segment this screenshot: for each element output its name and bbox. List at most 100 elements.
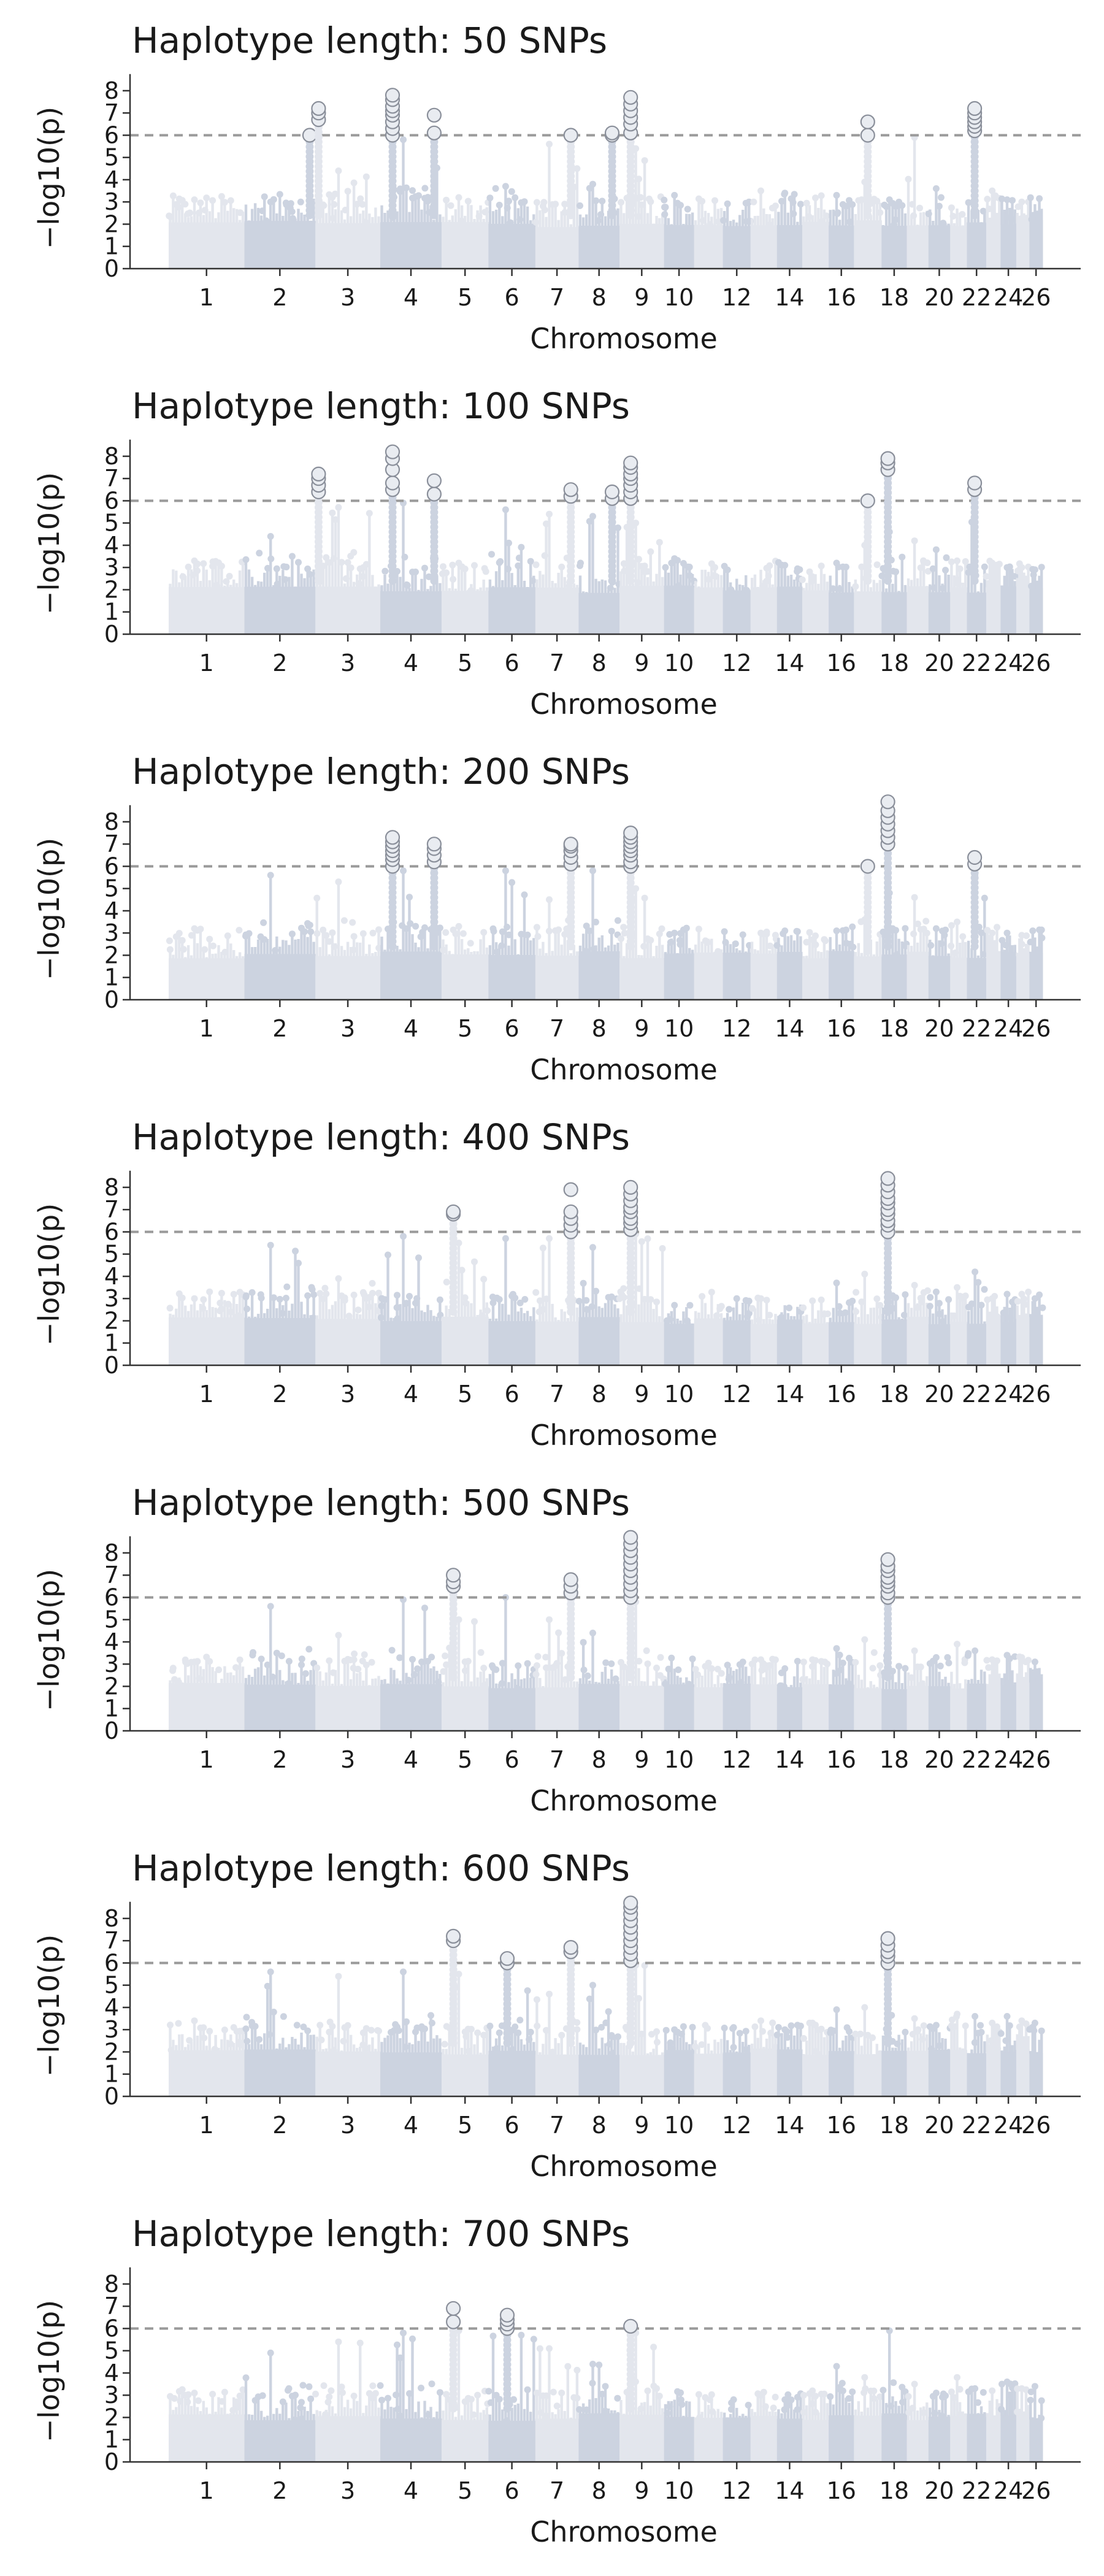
snp-column — [903, 585, 907, 593]
snp-point — [650, 2344, 657, 2351]
snp-point — [580, 1639, 587, 1646]
snp-point — [307, 928, 315, 935]
snp-column — [964, 941, 967, 959]
snp-column — [808, 2023, 811, 2056]
snp-column — [417, 195, 420, 223]
chromosome-band — [907, 225, 929, 269]
snp-column — [193, 1298, 196, 1318]
snp-point — [989, 929, 996, 937]
snp-column — [205, 569, 208, 588]
chromosome-band — [169, 2414, 245, 2462]
significant-snp-point — [426, 107, 442, 123]
snp-column — [523, 2044, 526, 2052]
snp-column — [753, 949, 757, 954]
snp-column — [1029, 197, 1032, 221]
snp-points — [169, 499, 1045, 634]
snp-column — [832, 209, 835, 226]
snp-column — [560, 567, 563, 588]
significant-snp-point — [563, 1572, 578, 1587]
snp-point — [676, 937, 683, 944]
snp-column — [510, 2407, 513, 2421]
snp-column — [976, 2033, 979, 2054]
snp-column — [205, 1657, 208, 1684]
snp-point — [808, 578, 815, 585]
snp-column — [282, 940, 285, 955]
chromosome-band — [881, 1689, 907, 1731]
snp-column — [591, 1247, 594, 1318]
snp-point — [533, 2390, 540, 2397]
snp-column — [408, 2042, 411, 2053]
y-tick-label: 3 — [104, 919, 119, 946]
snp-point — [634, 579, 642, 586]
chromosome-band — [315, 1685, 381, 1731]
snp-point — [350, 933, 358, 940]
snp-point — [233, 2398, 240, 2405]
snp-point — [401, 553, 408, 561]
snp-column — [903, 213, 907, 226]
snp-column — [467, 1301, 470, 1317]
chromosome-band — [315, 586, 381, 634]
chromosome-band — [664, 1684, 695, 1731]
snp-column — [707, 1663, 710, 1688]
x-tick-label: 8 — [592, 1381, 607, 1408]
snp-point — [1038, 926, 1045, 933]
snp-column — [616, 943, 619, 952]
snp-column — [685, 569, 688, 586]
snp-point — [745, 1309, 753, 1317]
snp-column — [256, 2396, 260, 2421]
snp-point — [509, 2046, 516, 2053]
snp-point — [720, 217, 727, 224]
snp-column — [585, 2047, 588, 2056]
snp-column — [498, 2399, 501, 2421]
snp-column — [539, 2052, 542, 2055]
snp-column — [575, 168, 579, 228]
snp-point — [580, 1666, 588, 1674]
snp-column — [217, 1317, 220, 1318]
snp-point — [806, 929, 813, 936]
y-tick-label: 0 — [104, 986, 119, 1013]
snp-point — [443, 2023, 450, 2030]
chromosome-band — [694, 1318, 724, 1365]
snp-column — [278, 2043, 282, 2050]
snp-column — [897, 591, 900, 593]
snp-column — [956, 922, 959, 959]
snp-column — [735, 948, 738, 954]
snp-column — [676, 2391, 679, 2418]
snp-column — [756, 950, 759, 954]
snp-column — [473, 1262, 476, 1317]
snp-column — [661, 2052, 664, 2056]
snp-column — [891, 929, 894, 956]
chromosome-4-points — [380, 1596, 442, 1731]
snp-point — [711, 197, 718, 204]
snp-column — [356, 2047, 359, 2052]
snp-column — [835, 2009, 838, 2052]
chromosome-band — [854, 220, 882, 269]
snp-column — [389, 2032, 393, 2053]
snp-column — [719, 208, 723, 226]
snp-column — [700, 2053, 703, 2055]
snp-column — [294, 2395, 297, 2421]
snp-point — [586, 927, 593, 935]
snp-point — [745, 2401, 752, 2409]
snp-column — [278, 2413, 282, 2421]
snp-column — [328, 2396, 331, 2417]
snp-column — [625, 943, 629, 959]
snp-column — [266, 1986, 269, 2050]
chromosome-band — [578, 951, 620, 1000]
x-tick-label: 6 — [505, 650, 519, 677]
snp-column — [282, 215, 285, 222]
chromosome-band — [950, 587, 967, 634]
chromosome-band — [1016, 1682, 1030, 1731]
snp-point — [939, 585, 946, 592]
snp-point — [226, 573, 233, 580]
snp-point — [191, 2017, 198, 2025]
snp-column — [386, 929, 389, 953]
snp-column — [860, 2045, 863, 2055]
snp-point — [643, 1647, 650, 1654]
snp-point — [185, 563, 192, 570]
chromosome-band — [535, 1687, 579, 1731]
snp-point — [526, 2036, 533, 2043]
snp-point — [298, 1661, 305, 1668]
snp-column — [922, 562, 926, 587]
snp-column — [628, 1313, 632, 1323]
